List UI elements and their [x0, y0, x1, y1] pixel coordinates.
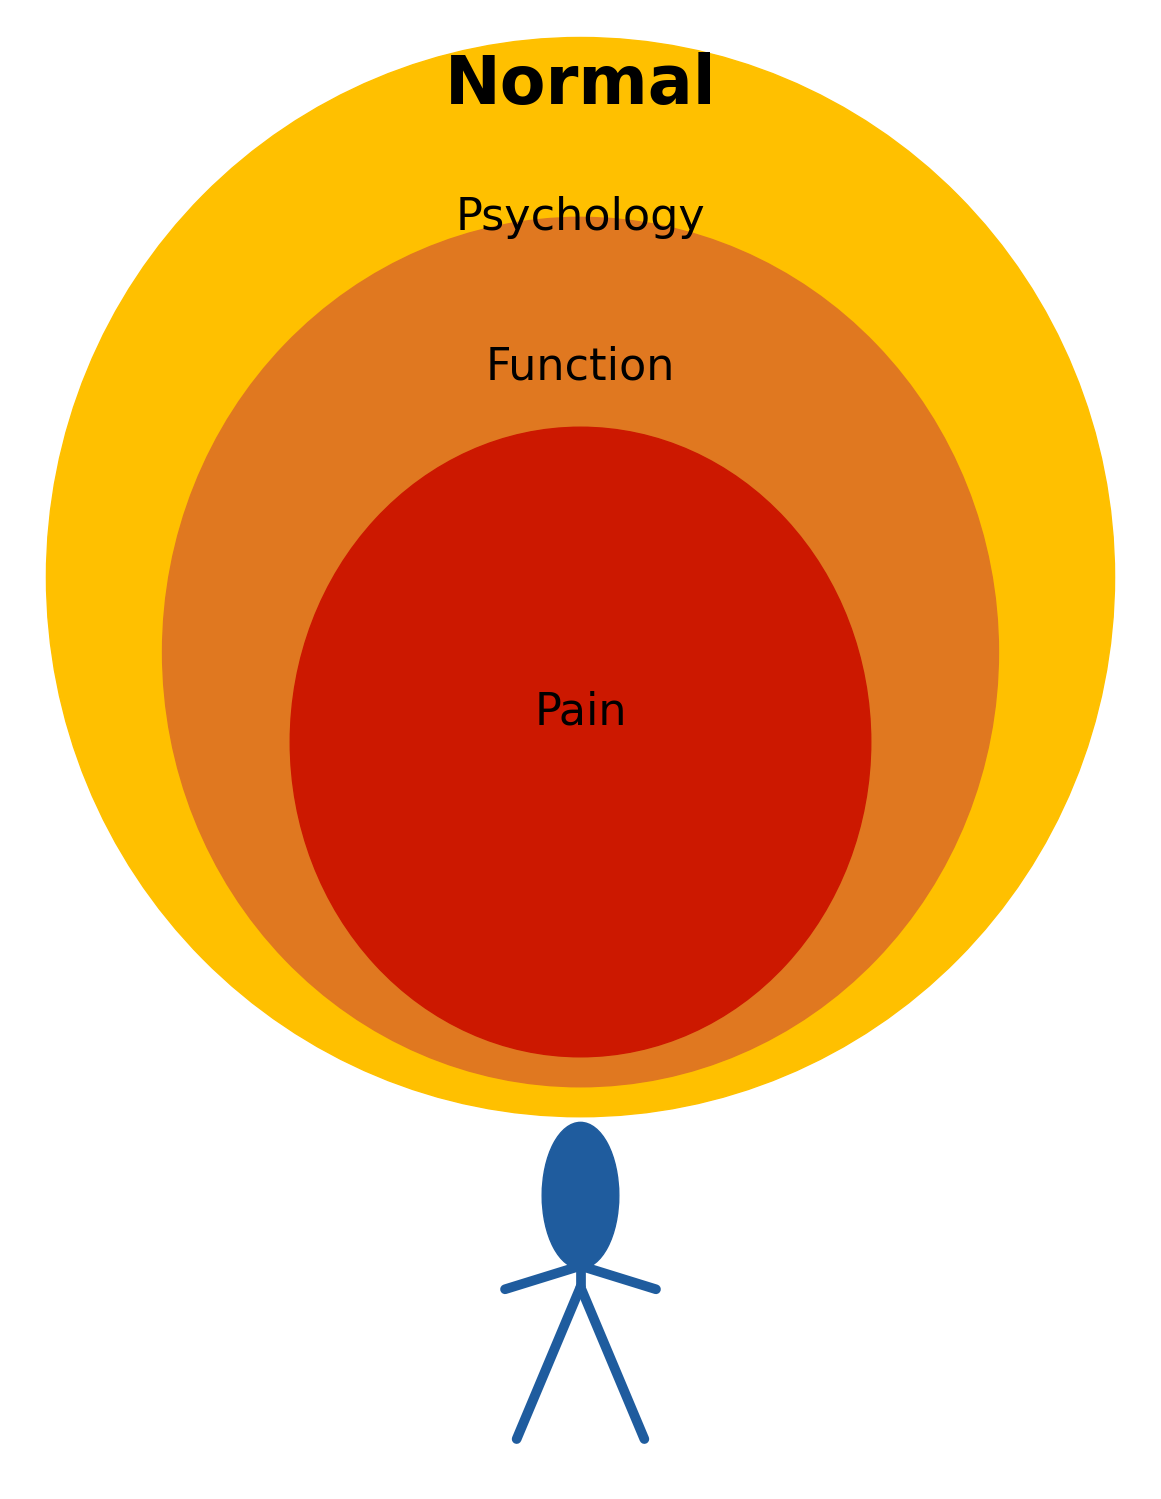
Text: Pain: Pain: [534, 691, 627, 733]
Ellipse shape: [46, 37, 1115, 1117]
Text: Normal: Normal: [445, 52, 716, 118]
Ellipse shape: [163, 217, 998, 1087]
Ellipse shape: [542, 1123, 619, 1268]
Text: Psychology: Psychology: [455, 196, 706, 238]
Text: Function: Function: [485, 346, 676, 388]
Ellipse shape: [290, 427, 871, 1057]
